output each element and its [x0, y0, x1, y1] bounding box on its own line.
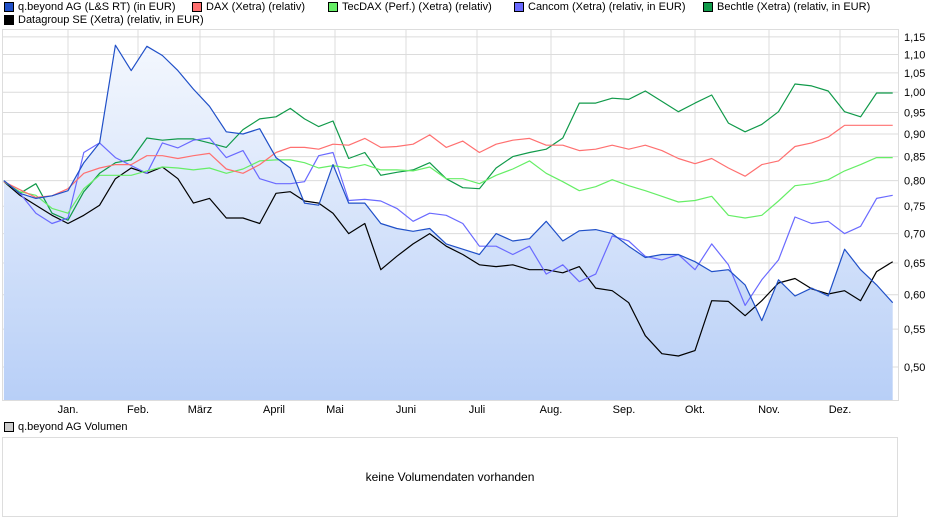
series-line-tecdax: [3, 157, 893, 219]
legend-swatch: [4, 15, 14, 25]
legend-item-tecdax: TecDAX (Perf.) (Xetra) (relativ): [328, 0, 492, 14]
y-tick-label: 1,10: [904, 49, 925, 61]
volume-empty-message: keine Volumendaten vorhanden: [365, 470, 535, 484]
y-tick-label: 1,00: [904, 87, 925, 99]
x-tick-label: Sep.: [613, 404, 636, 416]
legend-item-datagroup: Datagroup SE (Xetra) (relativ, in EUR): [4, 13, 204, 27]
qbeyond-area-fill: [3, 45, 893, 400]
x-tick-label: Nov.: [758, 404, 780, 416]
y-tick-label: 0,85: [904, 152, 925, 164]
y-tick-label: 0,55: [904, 324, 925, 336]
legend-label: Bechtle (Xetra) (relativ, in EUR): [717, 1, 871, 13]
x-tick-label: Juni: [396, 404, 416, 416]
legend-swatch: [328, 2, 338, 12]
x-tick-label: Okt.: [685, 404, 705, 416]
volume-legend: q.beyond AG Volumen: [4, 421, 127, 433]
x-tick-label: Aug.: [540, 404, 563, 416]
series-line-datagroup: [3, 166, 894, 357]
x-tick-label: Jan.: [58, 404, 79, 416]
series-line-qbeyond: [3, 44, 894, 322]
y-tick-label: 0,50: [904, 362, 925, 374]
legend-item-cancom: Cancom (Xetra) (relativ, in EUR): [514, 0, 686, 14]
y-tick-label: 0,90: [904, 129, 925, 141]
legend-label: q.beyond AG (L&S RT) (in EUR): [18, 1, 176, 13]
legend-swatch: [4, 422, 14, 432]
x-tick-label: April: [263, 404, 285, 416]
x-tick-label: Mai: [326, 404, 344, 416]
volume-panel: keine Volumendaten vorhanden: [2, 437, 898, 517]
legend-item-dax: DAX (Xetra) (relativ): [192, 0, 305, 14]
price-chart: 1,15 1,10 1,05 1,00 0,95 0,90 0,85 0,80 0,75 0,70…: [2, 29, 925, 416]
legend-label: TecDAX (Perf.) (Xetra) (relativ): [342, 1, 492, 13]
legend-label: Cancom (Xetra) (relativ, in EUR): [528, 1, 686, 13]
y-tick-label: 0,60: [904, 290, 925, 302]
y-tick-label: 0,75: [904, 201, 925, 213]
legend-swatch: [4, 2, 14, 12]
series-line-cancom: [3, 137, 893, 306]
x-tick-label: Dez.: [829, 404, 852, 416]
legend-item-qbeyond: q.beyond AG (L&S RT) (in EUR): [4, 0, 176, 14]
y-tick-label: 0,65: [904, 258, 925, 270]
volume-legend-label: q.beyond AG Volumen: [18, 421, 128, 433]
x-tick-label: Juli: [469, 404, 486, 416]
series-line-dax: [3, 124, 893, 198]
x-tick-label: Feb.: [127, 404, 149, 416]
legend-swatch: [192, 2, 202, 12]
y-tick-label: 0,95: [904, 108, 925, 120]
legend-label: DAX (Xetra) (relativ): [206, 1, 306, 13]
legend-item-bechtle: Bechtle (Xetra) (relativ, in EUR): [703, 0, 870, 14]
y-tick-label: 1,05: [904, 68, 925, 80]
y-tick-label: 0,70: [904, 229, 925, 241]
series-line-bechtle: [3, 83, 893, 221]
y-tick-label: 1,15: [904, 32, 925, 44]
legend-swatch: [703, 2, 713, 12]
x-tick-label: März: [188, 404, 212, 416]
legend-swatch: [514, 2, 524, 12]
y-tick-label: 0,80: [904, 176, 925, 188]
legend-label: Datagroup SE (Xetra) (relativ, in EUR): [18, 14, 204, 26]
